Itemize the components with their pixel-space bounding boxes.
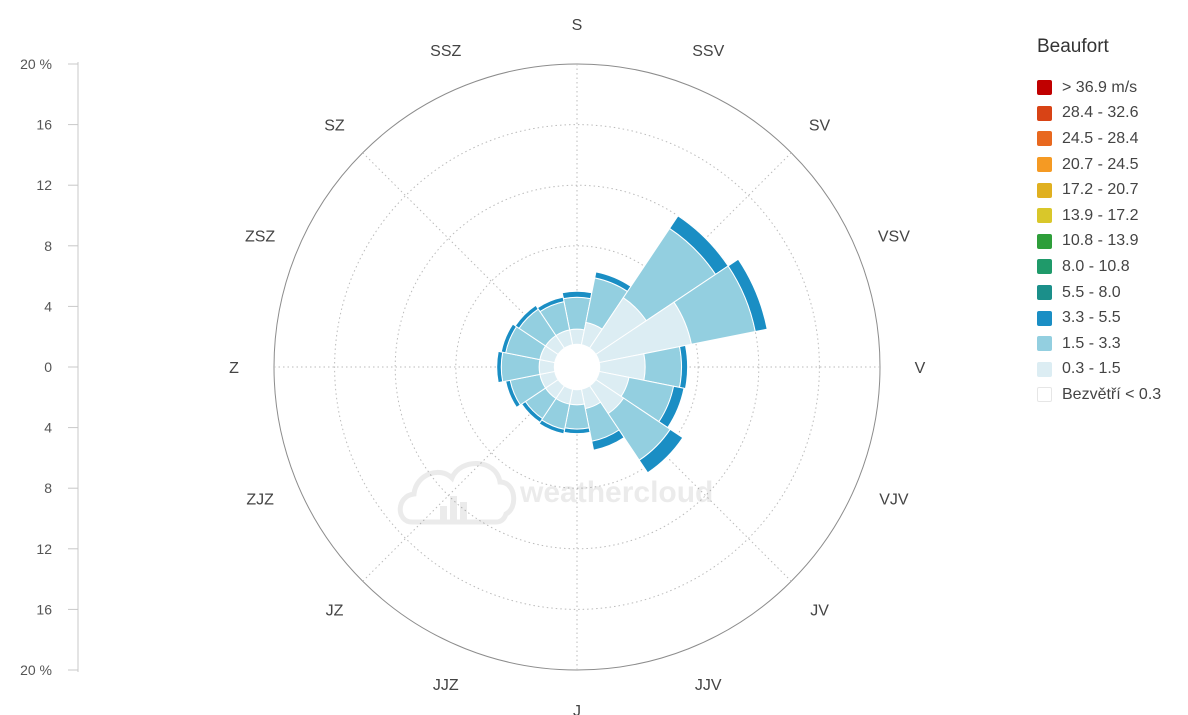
- y-tick-label: 8: [44, 238, 52, 254]
- direction-label: ZJZ: [246, 491, 274, 508]
- grid-ring: [334, 124, 820, 610]
- legend-item[interactable]: 10.8 - 13.9: [1037, 229, 1187, 255]
- legend-swatch: [1037, 259, 1052, 275]
- legend-item[interactable]: 13.9 - 17.2: [1037, 203, 1187, 229]
- y-tick-label: 4: [44, 420, 52, 436]
- direction-label: SSZ: [430, 43, 461, 60]
- legend-swatch: [1037, 182, 1052, 198]
- legend-label: 5.5 - 8.0: [1062, 283, 1121, 301]
- direction-label: SV: [809, 117, 831, 134]
- legend-swatch: [1037, 233, 1052, 249]
- y-tick-label: 4: [44, 298, 52, 314]
- legend-swatch: [1037, 310, 1052, 326]
- direction-label: S: [572, 17, 583, 34]
- legend-item[interactable]: 3.3 - 5.5: [1037, 305, 1187, 331]
- y-tick-label: 20 %: [20, 662, 52, 678]
- cloud-logo-bar: [450, 496, 457, 524]
- direction-label: Z: [229, 360, 239, 377]
- legend-swatch: [1037, 131, 1052, 147]
- y-tick-label: 0: [44, 359, 52, 375]
- legend-label: 24.5 - 28.4: [1062, 129, 1139, 147]
- legend-swatch: [1037, 208, 1052, 224]
- wind-rose-segment: [563, 427, 591, 435]
- direction-label: V: [915, 360, 926, 377]
- legend-label: 28.4 - 32.6: [1062, 104, 1139, 122]
- cloud-logo-bar: [460, 502, 467, 524]
- legend: Beaufort > 36.9 m/s 28.4 - 32.6 24.5 - 28.…: [1037, 36, 1187, 408]
- legend-label: 17.2 - 20.7: [1062, 181, 1139, 199]
- direction-label: JJV: [695, 677, 722, 694]
- y-tick-label: 12: [36, 541, 52, 557]
- legend-label: 13.9 - 17.2: [1062, 206, 1139, 224]
- legend-item[interactable]: 0.3 - 1.5: [1037, 357, 1187, 383]
- legend-label: 8.0 - 10.8: [1062, 257, 1130, 275]
- y-tick-label: 12: [36, 177, 52, 193]
- direction-label: SSV: [692, 43, 724, 60]
- wind-rose-segment: [500, 323, 518, 354]
- legend-items: > 36.9 m/s 28.4 - 32.6 24.5 - 28.4 20.7 - 2…: [1037, 75, 1187, 408]
- direction-labels: S SSV SV VSV V VJV JV JJV J JJZ JZ ZJZ Z ZSZ SZ SSZ: [229, 17, 926, 715]
- wind-rose-segment: [496, 350, 504, 384]
- watermark: weathercloud: [397, 461, 713, 525]
- cloud-logo-icon: [397, 461, 517, 525]
- legend-label: 1.5 - 3.3: [1062, 334, 1121, 352]
- direction-label: J: [573, 703, 581, 715]
- cloud-logo-bar: [440, 506, 447, 524]
- wind-rose-segment: [514, 304, 539, 329]
- legend-label: 20.7 - 24.5: [1062, 155, 1139, 173]
- wind-rose-segment: [538, 419, 566, 435]
- y-tick-label: 20 %: [20, 56, 52, 72]
- direction-label: JZ: [326, 603, 344, 620]
- legend-label: 0.3 - 1.5: [1062, 360, 1121, 378]
- y-tick-label: 16: [36, 117, 52, 133]
- legend-item[interactable]: 5.5 - 8.0: [1037, 280, 1187, 306]
- legend-swatch: [1037, 157, 1052, 173]
- legend-label: 10.8 - 13.9: [1062, 232, 1139, 250]
- wind-rose-segment: [536, 296, 565, 313]
- legend-item[interactable]: Bezvětří < 0.3: [1037, 382, 1187, 408]
- legend-swatch: [1037, 361, 1052, 377]
- legend-label: > 36.9 m/s: [1062, 78, 1138, 96]
- legend-item[interactable]: > 36.9 m/s: [1037, 75, 1187, 101]
- y-tick-label: 16: [36, 601, 52, 617]
- direction-label: JV: [810, 603, 829, 620]
- direction-label: VSV: [878, 229, 910, 246]
- y-axis: 20 % 16 12 8 4 0 4 8 12 16 20 %: [20, 56, 79, 678]
- direction-label: JJZ: [433, 677, 459, 694]
- y-tick-label: 8: [44, 480, 52, 496]
- direction-label: VJV: [879, 491, 909, 508]
- legend-item[interactable]: 17.2 - 20.7: [1037, 177, 1187, 203]
- legend-swatch: [1037, 80, 1052, 96]
- wind-rose-wedges: [496, 215, 768, 474]
- legend-swatch: [1037, 105, 1052, 121]
- direction-label: SZ: [324, 117, 345, 134]
- legend-swatch: [1037, 336, 1052, 352]
- legend-title: Beaufort: [1037, 36, 1109, 57]
- legend-item[interactable]: 24.5 - 28.4: [1037, 126, 1187, 152]
- watermark-text: weathercloud: [519, 476, 713, 509]
- legend-swatch: [1037, 285, 1052, 301]
- wind-rose-segment: [638, 428, 684, 474]
- grid-ring: [394, 184, 760, 550]
- wind-rose-segment: [561, 290, 593, 300]
- legend-swatch: [1037, 387, 1052, 403]
- legend-item[interactable]: 8.0 - 10.8: [1037, 254, 1187, 280]
- wind-rose-segment: [727, 258, 768, 333]
- wind-rose-segment: [591, 429, 625, 451]
- legend-item[interactable]: 1.5 - 3.3: [1037, 331, 1187, 357]
- legend-item[interactable]: 20.7 - 24.5: [1037, 152, 1187, 178]
- direction-label: ZSZ: [245, 229, 275, 246]
- legend-item[interactable]: 28.4 - 32.6: [1037, 101, 1187, 127]
- legend-label: 3.3 - 5.5: [1062, 309, 1121, 327]
- legend-label: Bezvětří < 0.3: [1062, 385, 1162, 403]
- grid-ring: [455, 245, 699, 489]
- wind-rose-segment: [678, 344, 689, 390]
